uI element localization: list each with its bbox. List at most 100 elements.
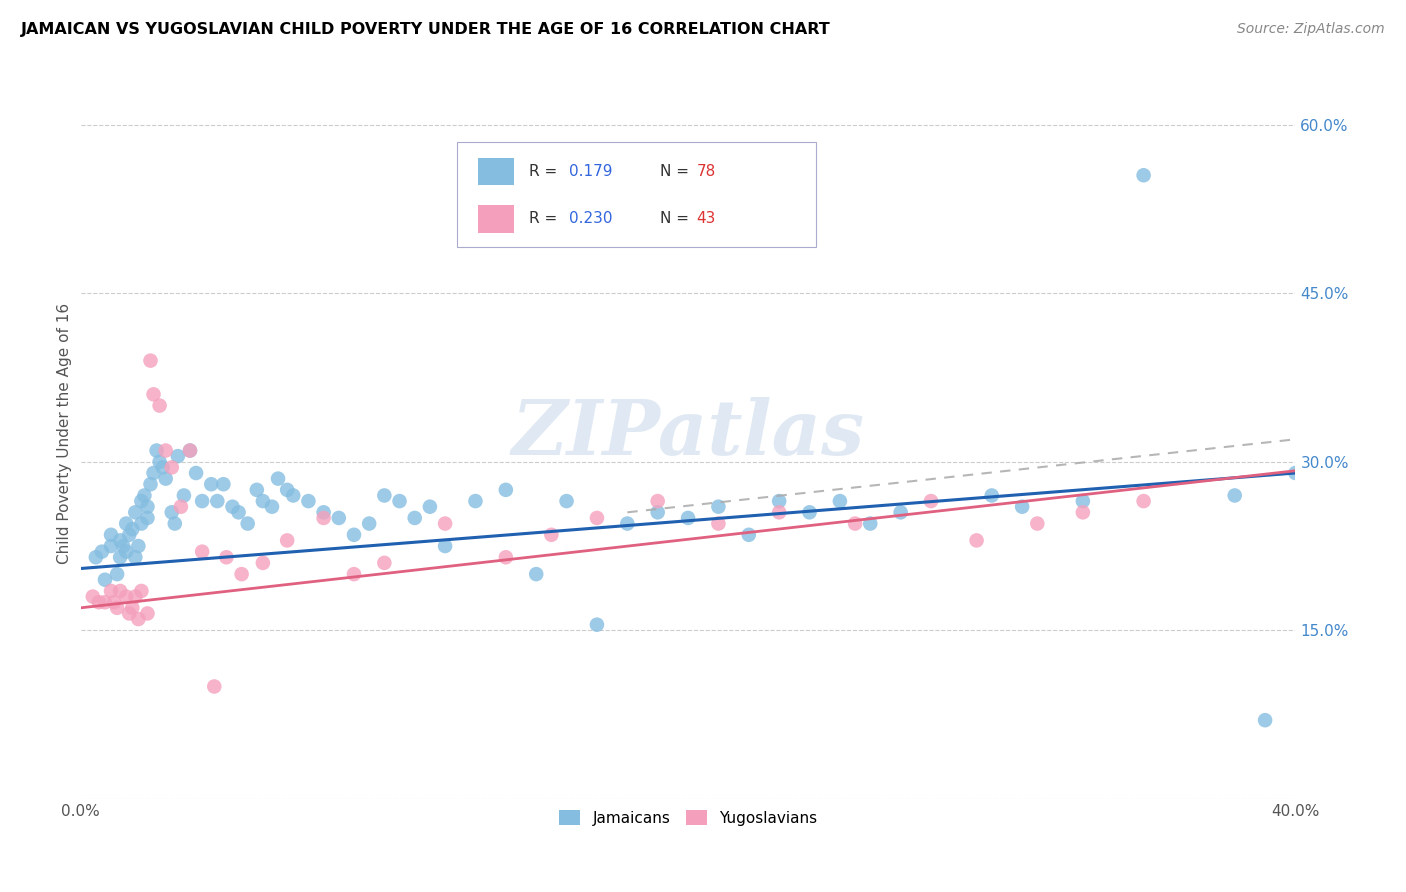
Point <box>134 488 156 502</box>
Point <box>121 522 143 536</box>
Point <box>328 511 350 525</box>
Point <box>524 567 547 582</box>
Text: ZIPatlas: ZIPatlas <box>512 397 865 471</box>
Point <box>738 528 761 542</box>
Point <box>170 500 193 514</box>
Point <box>980 488 1002 502</box>
Point <box>495 483 517 497</box>
Point <box>676 511 699 525</box>
Point <box>94 595 117 609</box>
Point <box>343 567 366 582</box>
Point <box>252 494 274 508</box>
Point <box>105 567 128 582</box>
Point <box>966 533 988 548</box>
Point <box>890 505 912 519</box>
Point <box>236 516 259 531</box>
Point <box>121 600 143 615</box>
Point <box>191 544 214 558</box>
Legend: Jamaicans, Yugoslavians: Jamaicans, Yugoslavians <box>550 801 827 835</box>
Point <box>555 494 578 508</box>
Text: N =: N = <box>659 211 695 227</box>
Point <box>100 528 122 542</box>
Point <box>707 516 730 531</box>
Point <box>179 443 201 458</box>
Point <box>1254 713 1277 727</box>
Point <box>152 460 174 475</box>
FancyBboxPatch shape <box>457 142 815 247</box>
Text: Source: ZipAtlas.com: Source: ZipAtlas.com <box>1237 22 1385 37</box>
Point <box>373 488 395 502</box>
FancyBboxPatch shape <box>478 205 515 233</box>
Point <box>215 550 238 565</box>
Point <box>139 477 162 491</box>
Point <box>228 505 250 519</box>
Point <box>359 516 381 531</box>
Point <box>105 600 128 615</box>
Point <box>1284 466 1306 480</box>
Point <box>312 505 335 519</box>
Point <box>647 505 669 519</box>
Point <box>200 477 222 491</box>
Point <box>191 494 214 508</box>
Point <box>160 460 183 475</box>
Text: R =: R = <box>529 211 567 227</box>
Point <box>828 494 851 508</box>
Point <box>297 494 319 508</box>
Point <box>283 488 305 502</box>
Point <box>768 505 790 519</box>
Point <box>100 539 122 553</box>
Point <box>1223 488 1246 502</box>
Point <box>231 567 253 582</box>
Point <box>124 590 146 604</box>
Text: 0.230: 0.230 <box>569 211 613 227</box>
Point <box>131 516 153 531</box>
Point <box>768 494 790 508</box>
Text: N =: N = <box>659 164 695 179</box>
Point <box>616 516 638 531</box>
Point <box>388 494 411 508</box>
Point <box>112 539 135 553</box>
Point <box>202 680 225 694</box>
Point <box>136 607 159 621</box>
Point <box>586 511 609 525</box>
Point <box>404 511 426 525</box>
Point <box>267 472 290 486</box>
Point <box>495 550 517 565</box>
Point <box>108 533 131 548</box>
Point <box>920 494 942 508</box>
Point <box>207 494 229 508</box>
Point <box>115 516 138 531</box>
Point <box>276 483 298 497</box>
Point <box>464 494 486 508</box>
Point <box>108 550 131 565</box>
Point <box>173 488 195 502</box>
Point <box>155 443 177 458</box>
Point <box>434 539 457 553</box>
Point <box>82 590 104 604</box>
Point <box>179 443 201 458</box>
Point <box>127 612 149 626</box>
Point <box>100 584 122 599</box>
Point <box>124 505 146 519</box>
Point <box>115 590 138 604</box>
Point <box>343 528 366 542</box>
Point <box>799 505 821 519</box>
Point <box>163 516 186 531</box>
Point <box>221 500 243 514</box>
Point <box>136 511 159 525</box>
Point <box>131 584 153 599</box>
Point <box>252 556 274 570</box>
Point <box>647 494 669 508</box>
Point <box>1071 505 1094 519</box>
FancyBboxPatch shape <box>478 158 515 186</box>
Point <box>276 533 298 548</box>
Point <box>90 544 112 558</box>
Point <box>707 500 730 514</box>
Point <box>859 516 882 531</box>
Text: JAMAICAN VS YUGOSLAVIAN CHILD POVERTY UNDER THE AGE OF 16 CORRELATION CHART: JAMAICAN VS YUGOSLAVIAN CHILD POVERTY UN… <box>21 22 831 37</box>
Point <box>139 353 162 368</box>
Point <box>1132 168 1154 182</box>
Text: 78: 78 <box>696 164 716 179</box>
Point <box>844 516 866 531</box>
Point <box>87 595 110 609</box>
